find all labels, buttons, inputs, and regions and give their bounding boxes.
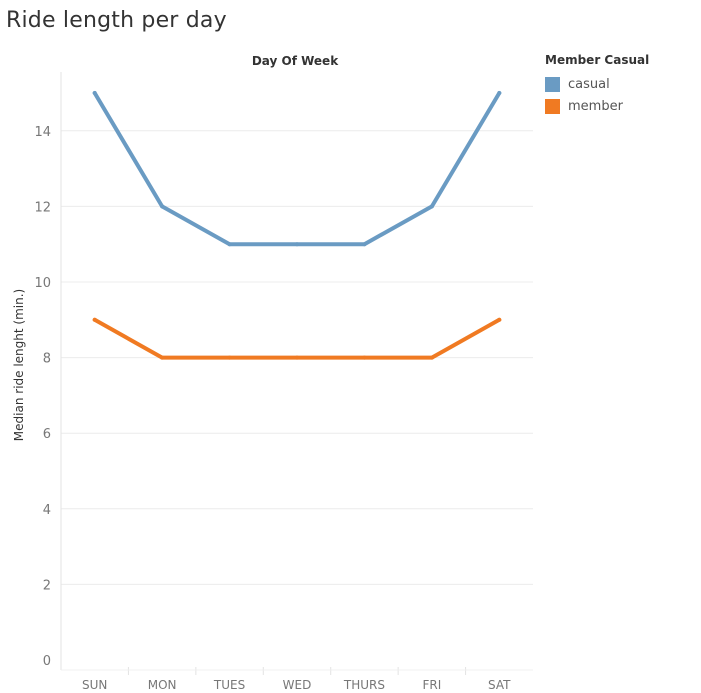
- legend-item-member[interactable]: member: [545, 95, 649, 117]
- legend-label-casual: casual: [568, 76, 610, 92]
- x-tick-label: SUN: [82, 678, 107, 692]
- data-point-member[interactable]: [92, 317, 97, 322]
- data-point-member[interactable]: [497, 317, 502, 322]
- y-tick-label: 2: [43, 578, 51, 593]
- data-point-casual[interactable]: [362, 242, 367, 247]
- column-header: Day Of Week: [252, 54, 339, 68]
- x-tick-label: THURS: [343, 678, 385, 692]
- data-point-member[interactable]: [362, 355, 367, 360]
- y-tick-label: 6: [43, 427, 51, 442]
- chart-title: Ride length per day: [6, 8, 227, 33]
- legend-item-casual[interactable]: casual: [545, 73, 649, 95]
- y-tick-label: 4: [43, 503, 51, 518]
- legend-swatch-casual: [545, 76, 560, 92]
- data-point-member[interactable]: [295, 355, 299, 360]
- legend-label-member: member: [568, 98, 623, 114]
- y-tick-label: 12: [34, 200, 51, 215]
- data-point-casual[interactable]: [429, 204, 434, 209]
- y-tick-label: 8: [43, 352, 51, 367]
- y-tick-label: 10: [34, 276, 51, 291]
- data-point-member[interactable]: [227, 355, 232, 360]
- x-tick-label: WED: [283, 678, 312, 692]
- series-line-member[interactable]: [92, 317, 502, 360]
- y-tick-label: 0: [43, 654, 51, 669]
- data-point-casual[interactable]: [160, 204, 165, 209]
- axes: 0 2 4 6 8 10 12 14 SUN MON TUES WED THURS FRI SAT: [34, 72, 533, 692]
- x-tick-label: FRI: [422, 678, 441, 692]
- data-point-member[interactable]: [429, 355, 434, 360]
- data-point-member[interactable]: [160, 355, 165, 360]
- legend-title: Member Casual: [545, 53, 650, 67]
- legend-swatch-member: [545, 98, 560, 114]
- x-tick-label: TUES: [213, 678, 245, 692]
- x-tick-label: SAT: [488, 678, 511, 692]
- data-point-casual[interactable]: [227, 242, 232, 247]
- y-axis-label: Median ride lenght (min.): [12, 289, 26, 441]
- data-point-casual[interactable]: [497, 91, 502, 95]
- y-tick-label: 14: [34, 125, 51, 140]
- series-lines: [92, 91, 502, 360]
- data-point-casual[interactable]: [295, 242, 299, 247]
- legend: Member Casual casual member: [545, 53, 649, 117]
- x-tick-label: MON: [148, 678, 177, 692]
- data-point-casual[interactable]: [92, 91, 97, 95]
- series-line-casual[interactable]: [92, 91, 502, 247]
